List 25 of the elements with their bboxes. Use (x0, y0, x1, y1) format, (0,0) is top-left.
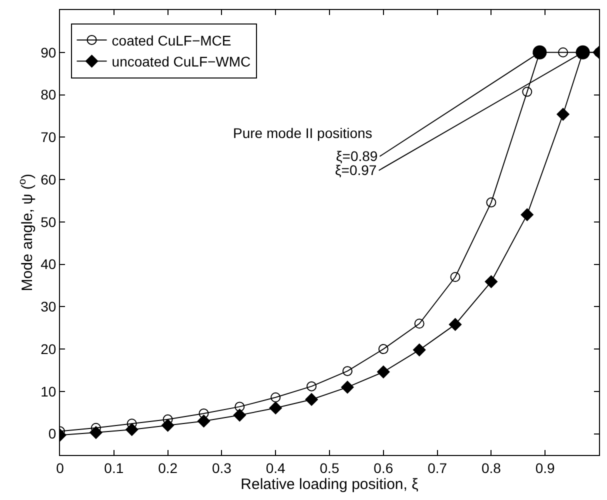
y-tick-label: 70 (40, 129, 56, 146)
annotation: ξ=0.89 (336, 148, 378, 164)
x-axis-title: Relative loading position, ξ (240, 476, 419, 493)
y-tick-label: 90 (40, 44, 56, 60)
y-tick-label: 20 (40, 340, 56, 357)
x-tick-label: 0.3 (212, 460, 232, 476)
y-tick-label: 0 (48, 426, 56, 442)
annotation: ξ=0.97 (335, 162, 377, 178)
y-tick-label: 10 (40, 383, 56, 400)
x-tick-label: 0.7 (428, 460, 448, 476)
x-tick-label: 0.2 (158, 460, 178, 476)
x-tick-label: 0.8 (481, 460, 502, 476)
y-tick-label: 30 (40, 298, 56, 315)
legend-label: coated CuLF−MCE (112, 32, 232, 48)
x-tick-label: 0.4 (266, 460, 286, 476)
x-tick-label: 0.1 (104, 460, 124, 476)
y-tick-label: 60 (40, 171, 56, 188)
x-tick-label: 0.5 (320, 460, 340, 476)
annotation: Pure mode II positions (233, 125, 372, 141)
x-tick-label: 0.6 (374, 460, 394, 476)
y-tick-label: 50 (40, 214, 56, 230)
y-tick-label: 80 (40, 86, 56, 103)
x-tick-label: 0.9 (535, 460, 556, 476)
y-tick-label: 40 (40, 256, 56, 272)
legend-label: uncoated CuLF−WMC (112, 54, 251, 70)
